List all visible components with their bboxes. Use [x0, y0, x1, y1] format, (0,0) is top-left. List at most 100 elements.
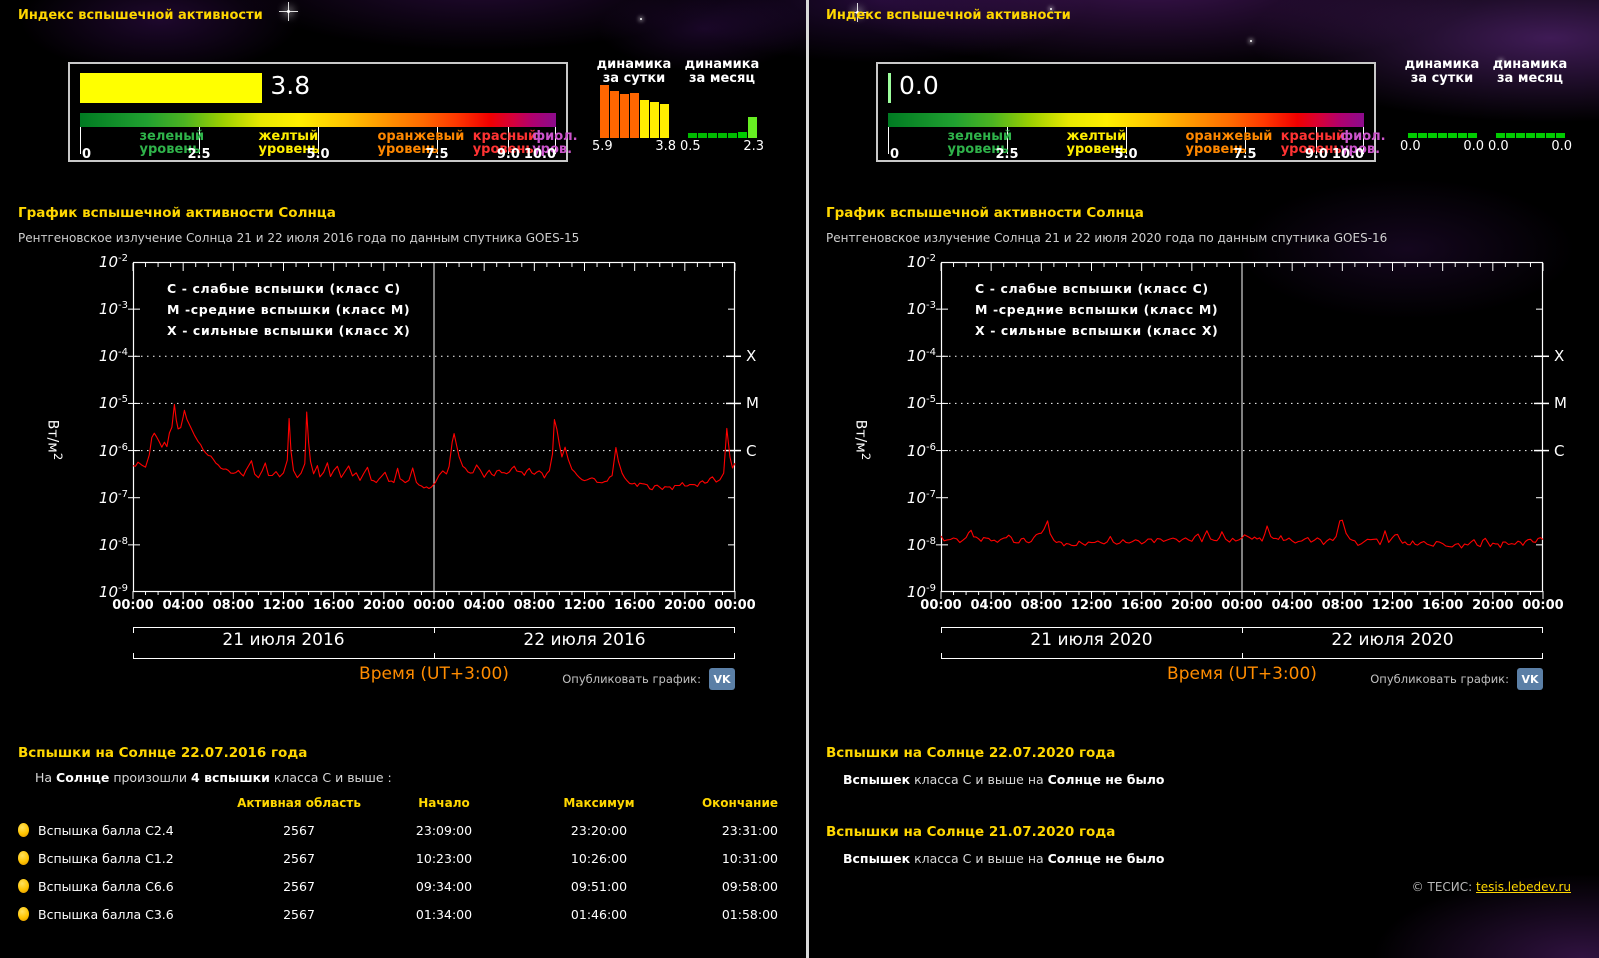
gauge-value: 0.0 — [899, 71, 939, 100]
gauge-scale: зеленый уровень желтый уровень оранжевый ур… — [888, 127, 1386, 162]
x-axis-label: Время (UT+3:00) — [1167, 664, 1317, 684]
scale-tick: 2.5 — [187, 147, 211, 162]
flare-row: Вспышка балла C1.2 2567 10:23:00 10:26:0… — [18, 844, 778, 872]
chart-canvas — [936, 261, 1549, 599]
scale-tick: 10.0 — [523, 147, 556, 162]
flare-row: Вспышка балла C3.6 2567 01:34:00 01:46:0… — [18, 900, 778, 928]
monthly-bars — [678, 84, 766, 138]
activity-index-gauge: 0.0 зеленый уровень желтый уровень оранжев… — [876, 62, 1386, 162]
scale-tick: 7.5 — [1233, 147, 1257, 162]
y-axis-label: Вт/м2 — [44, 419, 65, 461]
gauge-value-bar — [80, 73, 263, 103]
gauge-value: 3.8 — [270, 71, 311, 100]
vk-icon: VK — [713, 672, 731, 686]
flares-intro: На Солнце произошли 4 вспышки класса C и… — [35, 770, 392, 785]
level-orange: оранжевый уровень — [377, 129, 465, 157]
level-violet: фиол. уров. — [1340, 129, 1386, 157]
panel-divider — [806, 0, 809, 958]
scale-tick: 5.0 — [1114, 147, 1138, 162]
flares-section-title: Вспышки на Солнце 21.07.2020 года — [826, 824, 1116, 840]
scale-tick: 7.5 — [425, 147, 449, 162]
star-icon — [848, 3, 867, 22]
flare-dot-icon — [18, 907, 29, 921]
monthly-bars — [1486, 84, 1574, 138]
time-axis: 00:00 04:00 08:00 12:00 16:00 20:00 00:00 04:00… — [112, 598, 756, 613]
panel-2020: Индекс вспышечной активности 0.0 зеленый… — [808, 0, 1599, 958]
no-flares-message: Вспышек класса C и выше на Солнце не был… — [843, 851, 1165, 866]
chart-subtitle: Рентгеновское излучение Солнца 21 и 22 и… — [18, 231, 580, 245]
dynamics-daily: динамика за сутки 0.0 0.0 — [1398, 57, 1486, 155]
gauge-value-bar — [888, 73, 891, 103]
class-label-x: X — [746, 347, 757, 366]
level-red: красный уровень — [1280, 129, 1346, 157]
vk-share-button[interactable]: VK — [709, 668, 735, 690]
activity-index-gauge: 3.8 зеленый уровень желтый уровень оранжев… — [68, 62, 578, 162]
level-red: красный уровень — [472, 129, 538, 157]
flares-table-header: Активная область Начало Максимум Окончан… — [237, 796, 778, 810]
y-axis-ticks: 10-2 10-3 10-4 10-5 10-6 10-7 10-8 10-9 — [98, 253, 128, 601]
y-axis-ticks: 10-2 10-3 10-4 10-5 10-6 10-7 10-8 10-9 — [906, 253, 936, 601]
dynamics-monthly: динамика за месяц 0.0 0.0 — [1486, 57, 1574, 155]
level-yellow: желтый уровень — [258, 129, 320, 157]
scale-tick: 10.0 — [1331, 147, 1364, 162]
xray-flux-chart: C - слабые вспышки (класс C) M -средние … — [128, 261, 759, 599]
time-axis: 00:00 04:00 08:00 12:00 16:00 20:00 00:00 04:00… — [920, 598, 1564, 613]
scale-tick: 2.5 — [995, 147, 1019, 162]
flare-dot-icon — [18, 851, 29, 865]
class-label-m: M — [746, 394, 759, 413]
level-green: зеленый уровень — [139, 129, 205, 157]
star-icon — [1250, 40, 1252, 42]
chart-title: График вспышечной активности Солнца — [826, 205, 1144, 221]
gauge-gradient-scale — [80, 113, 556, 127]
dynamics-daily: динамика за сутки 5.9 3.8 — [590, 57, 678, 155]
flare-row: Вспышка балла C2.4 2567 23:09:00 23:20:0… — [18, 816, 778, 844]
tesis-link[interactable]: tesis.lebedev.ru — [1476, 880, 1571, 894]
class-label-m: M — [1554, 394, 1567, 413]
class-label-c: C — [746, 441, 757, 460]
x-axis-label: Время (UT+3:00) — [359, 664, 509, 684]
flares-section-title: Вспышки на Солнце 22.07.2016 года — [18, 745, 308, 761]
gauge-gradient-scale — [888, 113, 1364, 127]
xray-flux-chart: C - слабые вспышки (класс C) M -средние … — [936, 261, 1567, 599]
publish-label: Опубликовать график: — [1370, 672, 1509, 686]
level-orange: оранжевый уровень — [1185, 129, 1273, 157]
chart-canvas — [128, 261, 741, 599]
chart-legend: C - слабые вспышки (класс C) M -средние … — [975, 281, 1219, 338]
level-yellow: желтый уровень — [1066, 129, 1128, 157]
level-green: зеленый уровень — [947, 129, 1013, 157]
scale-tick: 9.0 — [496, 147, 520, 162]
flares-section-title: Вспышки на Солнце 22.07.2020 года — [826, 745, 1116, 761]
vk-icon: VK — [1521, 672, 1539, 686]
vk-share-button[interactable]: VK — [1517, 668, 1543, 690]
gauge-scale: зеленый уровень желтый уровень оранжевый ур… — [80, 127, 578, 162]
date-labels: 21 июля 2016 22 июля 2016 — [222, 630, 646, 650]
daily-bars — [590, 84, 678, 138]
star-icon — [1500, 60, 1502, 62]
panel-2016: Индекс вспышечной активности 3.8 зеленый… — [0, 0, 799, 958]
date-labels: 21 июля 2020 22 июля 2020 — [1030, 630, 1454, 650]
date-bracket-bottom — [133, 652, 735, 659]
chart-subtitle: Рентгеновское излучение Солнца 21 и 22 и… — [826, 231, 1388, 245]
star-icon — [1050, 8, 1052, 10]
flare-row: Вспышка балла C6.6 2567 09:34:00 09:51:0… — [18, 872, 778, 900]
level-violet: фиол. уров. — [532, 129, 578, 157]
dynamics-monthly: динамика за месяц 0.5 2.3 — [678, 57, 766, 155]
chart-title: График вспышечной активности Солнца — [18, 205, 336, 221]
flares-table: Активная область Начало Максимум Окончан… — [18, 790, 778, 928]
y-axis-label: Вт/м2 — [852, 419, 873, 461]
publish-label: Опубликовать график: — [562, 672, 701, 686]
publish-row: Опубликовать график: VK — [133, 667, 735, 691]
page-title: Индекс вспышечной активности — [826, 8, 1071, 23]
page-title: Индекс вспышечной активности — [18, 8, 263, 23]
date-bracket-top — [941, 627, 1543, 634]
date-bracket-bottom — [941, 652, 1543, 659]
star-icon — [279, 2, 298, 21]
scale-tick: 5.0 — [306, 147, 330, 162]
scale-tick: 0 — [890, 147, 900, 162]
publish-row: Опубликовать график: VK — [941, 667, 1543, 691]
class-label-c: C — [1554, 441, 1565, 460]
daily-bars — [1398, 84, 1486, 138]
scale-tick: 9.0 — [1304, 147, 1328, 162]
scale-tick: 0 — [82, 147, 92, 162]
footer-copyright: © ТЕСИС: tesis.lebedev.ru — [1411, 880, 1571, 894]
